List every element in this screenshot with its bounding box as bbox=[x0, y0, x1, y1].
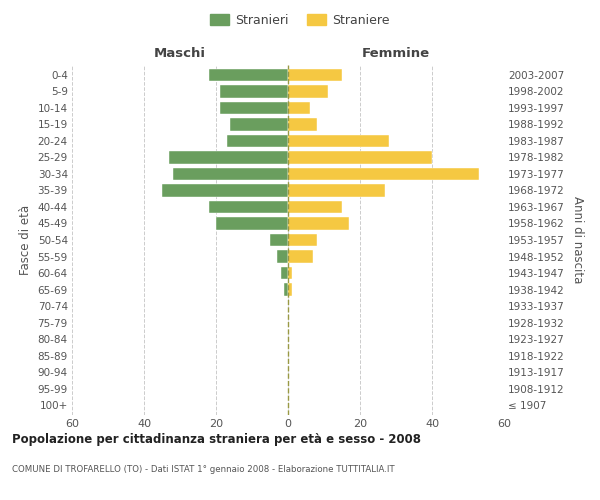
Bar bbox=[288, 184, 385, 196]
Bar bbox=[284, 284, 288, 296]
Bar bbox=[288, 168, 479, 180]
Bar bbox=[209, 201, 288, 213]
Bar bbox=[220, 102, 288, 114]
Bar bbox=[277, 250, 288, 262]
Text: COMUNE DI TROFARELLO (TO) - Dati ISTAT 1° gennaio 2008 - Elaborazione TUTTITALIA: COMUNE DI TROFARELLO (TO) - Dati ISTAT 1… bbox=[12, 466, 395, 474]
Bar bbox=[281, 267, 288, 279]
Bar bbox=[220, 85, 288, 98]
Bar bbox=[288, 152, 432, 164]
Bar bbox=[288, 284, 292, 296]
Y-axis label: Fasce di età: Fasce di età bbox=[19, 205, 32, 275]
Bar bbox=[288, 201, 342, 213]
Text: Maschi: Maschi bbox=[154, 47, 206, 60]
Bar bbox=[162, 184, 288, 196]
Bar bbox=[288, 267, 292, 279]
Bar bbox=[288, 102, 310, 114]
Bar bbox=[288, 118, 317, 130]
Bar bbox=[288, 68, 342, 81]
Bar bbox=[270, 234, 288, 246]
Legend: Stranieri, Straniere: Stranieri, Straniere bbox=[205, 8, 395, 32]
Bar bbox=[173, 168, 288, 180]
Bar bbox=[288, 218, 349, 230]
Bar bbox=[216, 218, 288, 230]
Text: Femmine: Femmine bbox=[362, 47, 430, 60]
Y-axis label: Anni di nascita: Anni di nascita bbox=[571, 196, 584, 284]
Bar bbox=[288, 85, 328, 98]
Bar bbox=[227, 135, 288, 147]
Bar bbox=[209, 68, 288, 81]
Bar bbox=[288, 234, 317, 246]
Bar bbox=[230, 118, 288, 130]
Bar bbox=[288, 135, 389, 147]
Bar bbox=[288, 250, 313, 262]
Bar bbox=[169, 152, 288, 164]
Text: Popolazione per cittadinanza straniera per età e sesso - 2008: Popolazione per cittadinanza straniera p… bbox=[12, 432, 421, 446]
